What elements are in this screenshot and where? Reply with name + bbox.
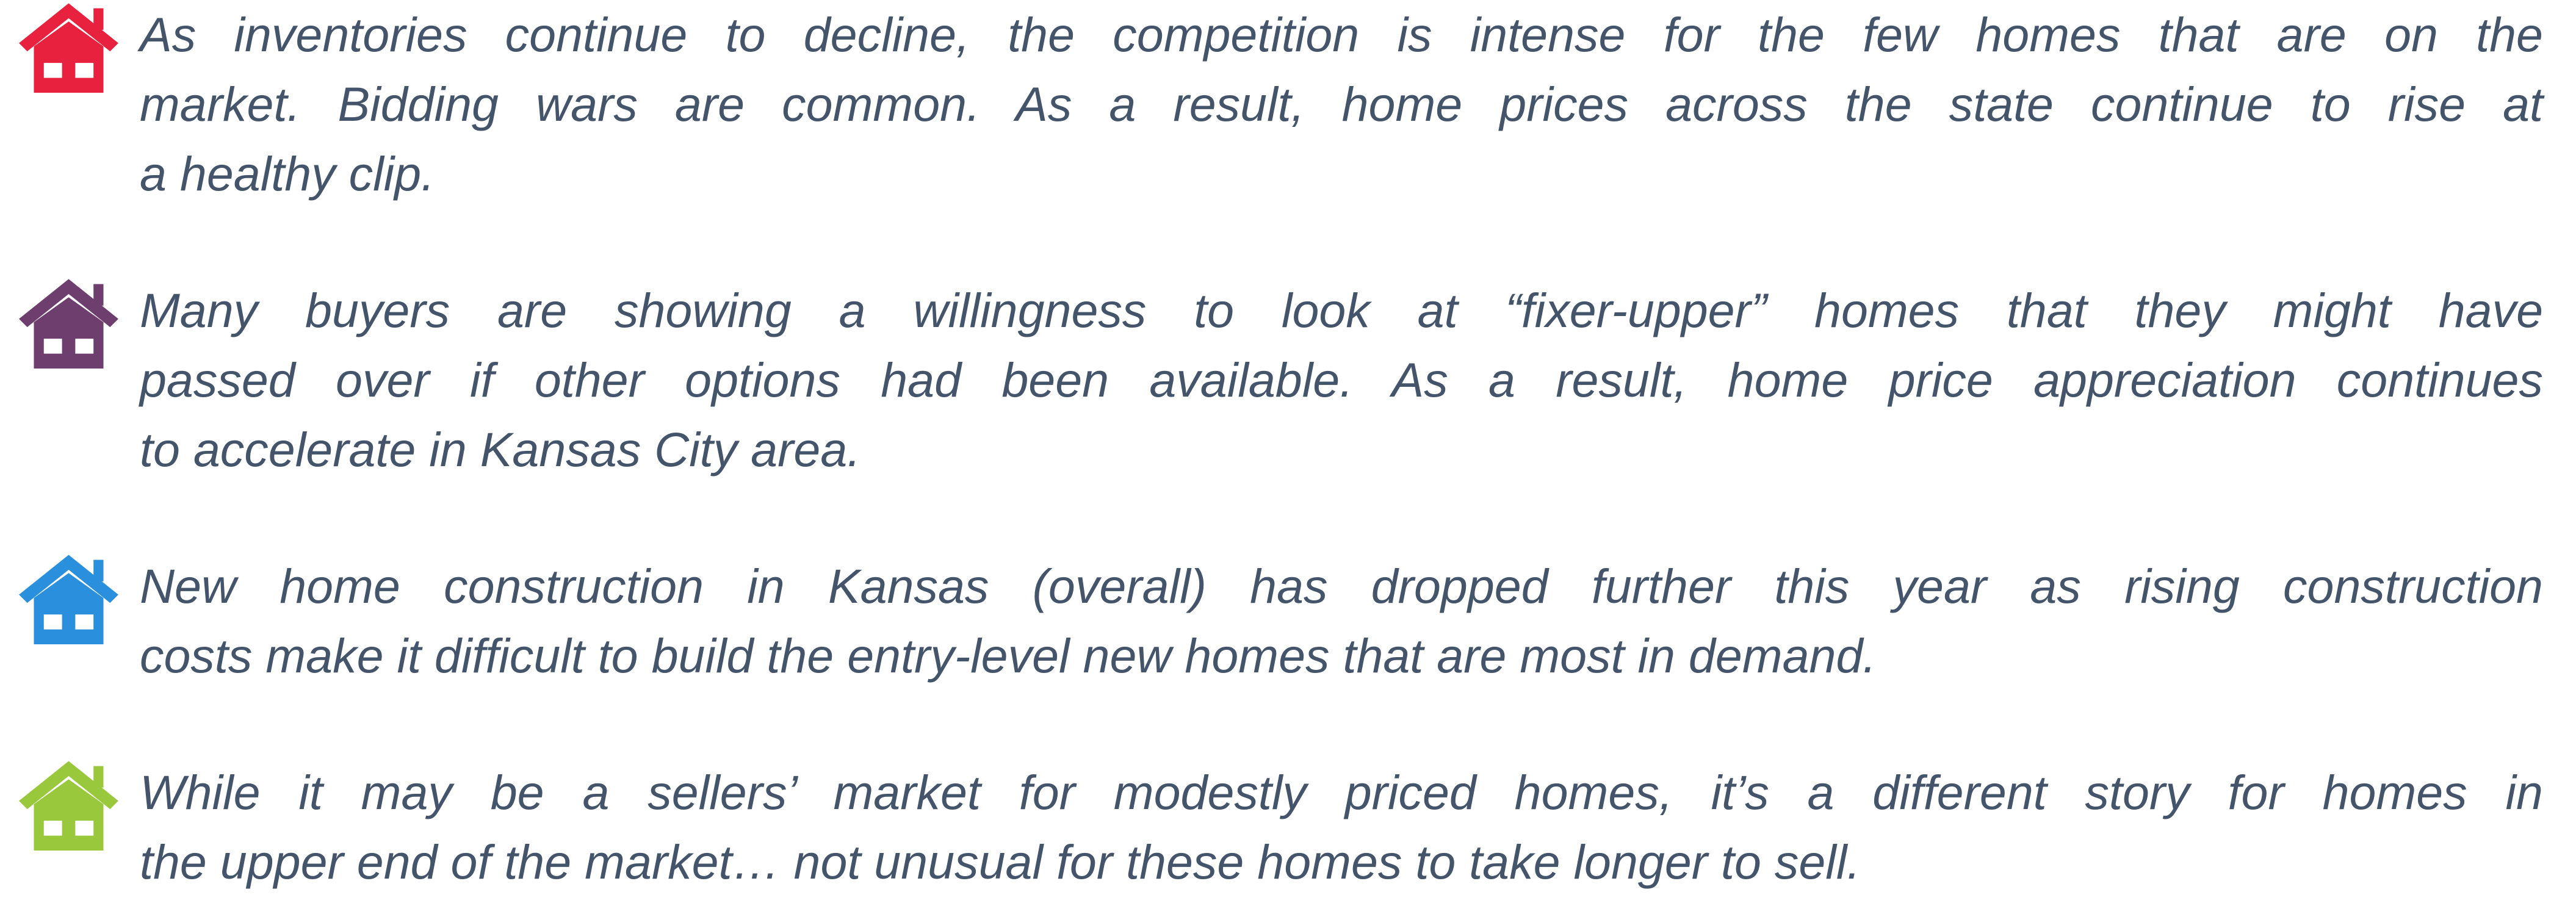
bullet-item: As inventories continue to decline, the … <box>0 0 2576 209</box>
text-line: a healthy clip. <box>140 146 435 201</box>
text-line: While it may be a sellers’ market for mo… <box>140 765 2543 819</box>
bullet-text: As inventories continue to decline, the … <box>140 0 2543 209</box>
bullet-item: While it may be a sellers’ market for mo… <box>0 758 2576 897</box>
bullet-text: New home construction in Kansas (overall… <box>140 552 2543 691</box>
text-line: costs make it difficult to build the ent… <box>140 628 1877 683</box>
text-line: to accelerate in Kansas City area. <box>140 422 861 477</box>
text-line: passed over if other options had been av… <box>140 353 2543 407</box>
text-line: the upper end of the market… not unusual… <box>140 835 1861 889</box>
text-line: As inventories continue to decline, the … <box>140 7 2543 62</box>
house-icon <box>19 555 118 644</box>
text-line: Many buyers are showing a willingness to… <box>140 283 2543 337</box>
text-line: market. Bidding wars are common. As a re… <box>140 77 2543 131</box>
house-icon <box>19 3 118 93</box>
house-icon <box>19 279 118 369</box>
bullet-text: While it may be a sellers’ market for mo… <box>140 758 2543 897</box>
bullet-item: Many buyers are showing a willingness to… <box>0 276 2576 484</box>
bullet-text: Many buyers are showing a willingness to… <box>140 276 2543 484</box>
bullet-item: New home construction in Kansas (overall… <box>0 552 2576 691</box>
house-icon <box>19 761 118 851</box>
text-line: New home construction in Kansas (overall… <box>140 559 2543 613</box>
